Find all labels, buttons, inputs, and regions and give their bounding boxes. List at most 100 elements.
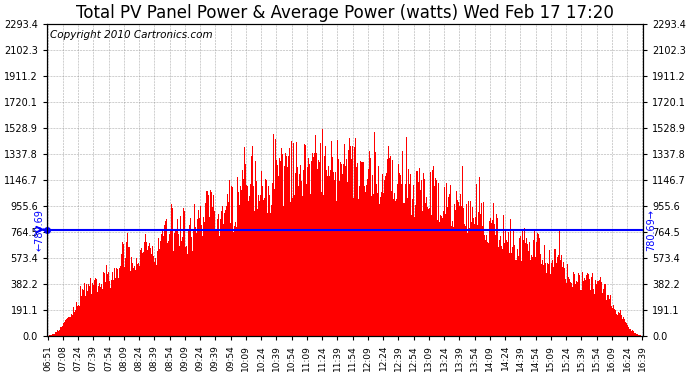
Bar [149,243,150,336]
Bar [386,159,388,336]
Bar [458,202,460,336]
Bar [354,147,355,336]
Bar [620,310,621,336]
Bar [433,166,435,336]
Bar [541,264,542,336]
Bar [478,212,479,336]
Bar [526,244,528,336]
Bar [209,217,210,336]
Bar [233,232,234,336]
Bar [590,290,591,336]
Bar [135,270,137,336]
Bar [615,310,616,336]
Bar [65,320,66,336]
Bar [401,184,402,336]
Bar [582,272,583,336]
Bar [584,278,585,336]
Bar [619,313,620,336]
Bar [298,186,299,336]
Bar [246,185,247,336]
Bar [377,193,378,336]
Bar [257,195,259,336]
Bar [181,241,182,336]
Bar [51,334,52,336]
Bar [336,201,337,336]
Bar [167,243,168,336]
Bar [585,279,586,336]
Bar [548,264,549,336]
Bar [327,176,328,336]
Bar [190,218,191,336]
Bar [164,225,166,336]
Bar [330,170,331,336]
Bar [213,195,214,336]
Bar [613,305,614,336]
Bar [316,153,317,336]
Bar [377,166,379,336]
Bar [603,290,604,336]
Bar [334,180,335,336]
Bar [229,180,230,336]
Bar [384,180,385,336]
Bar [252,146,253,336]
Bar [627,325,628,336]
Bar [482,226,483,336]
Bar [529,242,530,336]
Bar [271,183,273,336]
Bar [394,193,395,336]
Bar [610,295,611,336]
Bar [379,204,380,336]
Bar [157,252,158,336]
Bar [376,184,377,336]
Bar [609,299,610,336]
Bar [350,146,351,336]
Bar [349,138,350,336]
Bar [510,219,511,336]
Bar [216,231,217,336]
Bar [487,242,488,336]
Bar [148,246,149,336]
Bar [97,292,98,336]
Bar [586,275,587,336]
Bar [245,164,246,336]
Bar [80,286,81,336]
Bar [139,266,141,336]
Bar [238,192,239,336]
Bar [89,286,90,336]
Bar [625,322,626,336]
Bar [413,217,415,336]
Bar [453,227,454,336]
Bar [144,242,146,336]
Bar [632,330,633,336]
Bar [132,263,133,336]
Bar [345,166,346,336]
Bar [514,246,515,336]
Bar [187,254,188,336]
Bar [467,232,468,336]
Bar [549,274,551,336]
Bar [332,157,333,336]
Bar [522,230,523,336]
Bar [335,172,336,336]
Bar [392,160,393,336]
Bar [530,260,531,336]
Bar [326,170,327,336]
Bar [519,238,520,336]
Bar [427,207,428,336]
Bar [385,176,386,336]
Bar [528,251,529,336]
Bar [158,238,159,336]
Bar [103,272,104,336]
Bar [141,248,142,336]
Bar [275,139,277,336]
Bar [264,179,266,336]
Bar [225,210,226,336]
Bar [160,241,161,336]
Bar [506,240,507,336]
Bar [211,192,212,336]
Bar [573,272,574,336]
Bar [516,261,517,336]
Bar [153,256,155,336]
Bar [451,226,452,336]
Bar [463,209,464,336]
